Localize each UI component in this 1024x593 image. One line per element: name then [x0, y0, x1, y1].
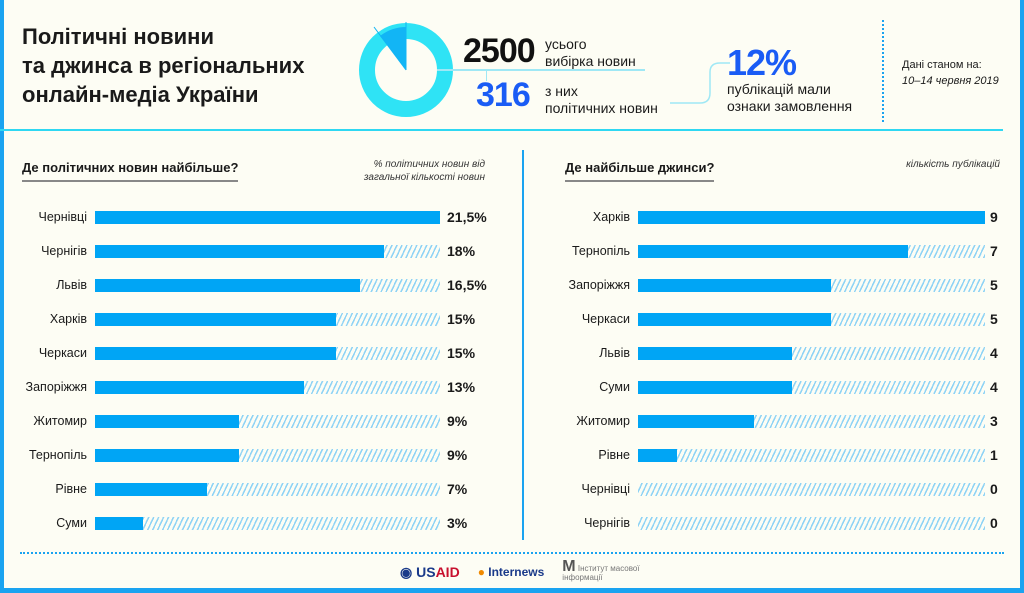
connector-line: [670, 62, 730, 104]
value-label: 5: [990, 311, 998, 327]
category-label: Чернівці: [38, 210, 88, 224]
value-label: 1: [990, 447, 998, 463]
right-edge: [1020, 0, 1024, 593]
chart-title-jeans: Де найбільше джинси?: [565, 160, 715, 182]
political-label: з них політичних новин: [545, 83, 658, 116]
category-label: Суми: [599, 380, 630, 394]
category-label: Тернопіль: [28, 448, 87, 462]
value-label: 4: [990, 379, 998, 395]
bar-track: [638, 449, 985, 462]
value-label: 0: [990, 515, 998, 531]
chart-note-jeans: кількість публікацій: [906, 159, 1000, 170]
value-label: 16,5%: [447, 277, 487, 293]
column-divider: [522, 150, 524, 540]
political-count: 316: [476, 76, 531, 114]
ordered-percent: 12%: [727, 42, 797, 83]
bar: [95, 517, 144, 530]
usaid-logo: ◉ USAID: [400, 563, 460, 580]
bar: [638, 347, 793, 360]
category-label: Чернігів: [584, 516, 630, 530]
title-line: та джинса в регіональних: [22, 53, 305, 78]
bar: [95, 313, 336, 326]
bar: [638, 449, 677, 462]
category-label: Рівне: [598, 448, 630, 462]
value-label: 9: [990, 209, 998, 225]
value-label: 9%: [447, 447, 468, 463]
category-label: Львів: [599, 346, 630, 360]
bar: [638, 245, 908, 258]
bar: [95, 415, 240, 428]
category-label: Харків: [49, 312, 87, 326]
category-label: Суми: [56, 516, 87, 530]
category-label: Житомир: [576, 414, 630, 428]
donut-slice: [380, 27, 406, 70]
value-label: 15%: [447, 345, 476, 361]
value-label: 0: [990, 481, 998, 497]
date-info: Дані станом на: 10–14 червня 2019: [902, 59, 999, 87]
internews-logo: ● Internews: [477, 565, 545, 579]
footer-divider: [20, 552, 1004, 554]
value-label: 4: [990, 345, 998, 361]
bar: [95, 211, 440, 224]
total-count: 2500: [463, 32, 536, 70]
bottom-edge: [0, 588, 1024, 593]
bar-track: [638, 483, 985, 496]
category-label: Запоріжжя: [568, 278, 630, 292]
bar: [95, 449, 240, 462]
value-label: 9%: [447, 413, 468, 429]
value-label: 21,5%: [447, 209, 487, 225]
bar: [95, 483, 208, 496]
bar: [638, 381, 793, 394]
imi-logo: M Інститут масової інформації: [562, 558, 640, 583]
title-line: Політичні новини: [22, 24, 214, 49]
footer-logos: ◉ USAID ● Internews M Інститут масової і…: [400, 558, 642, 583]
category-label: Черкаси: [581, 312, 630, 326]
value-label: 15%: [447, 311, 476, 327]
header-divider: [0, 129, 1003, 131]
bar: [95, 245, 384, 258]
divider: [882, 20, 884, 122]
category-label: Черкаси: [38, 346, 87, 360]
bar: [638, 313, 831, 326]
total-label: усього вибірка новин: [545, 36, 636, 69]
value-label: 5: [990, 277, 998, 293]
category-label: Рівне: [55, 482, 87, 496]
value-label: 3%: [447, 515, 468, 531]
bar-track: [638, 517, 985, 530]
category-label: Житомир: [33, 414, 87, 428]
category-label: Львів: [56, 278, 87, 292]
value-label: 18%: [447, 243, 476, 259]
left-edge: [0, 0, 4, 593]
page-title: Політичні новини та джинса в регіональни…: [22, 22, 342, 109]
category-label: Запоріжжя: [25, 380, 87, 394]
ordered-label: публікацій мали ознаки замовлення: [727, 81, 853, 114]
chart-note-political: % політичних новин від загальної кількос…: [363, 159, 485, 183]
category-label: Харків: [592, 210, 630, 224]
bar-track: [95, 517, 440, 530]
value-label: 13%: [447, 379, 476, 395]
value-label: 7%: [447, 481, 468, 497]
bar: [638, 279, 831, 292]
bar: [95, 279, 360, 292]
chart-title-political: Де політичних новин найбільше?: [22, 160, 239, 182]
title-line: онлайн-медіа України: [22, 82, 259, 107]
bar: [638, 211, 985, 224]
bar: [95, 347, 336, 360]
bar: [638, 415, 754, 428]
category-label: Чернігів: [41, 244, 87, 258]
category-label: Чернівці: [581, 482, 631, 496]
value-label: 3: [990, 413, 998, 429]
bar: [95, 381, 304, 394]
value-label: 7: [990, 243, 998, 259]
category-label: Тернопіль: [571, 244, 630, 258]
